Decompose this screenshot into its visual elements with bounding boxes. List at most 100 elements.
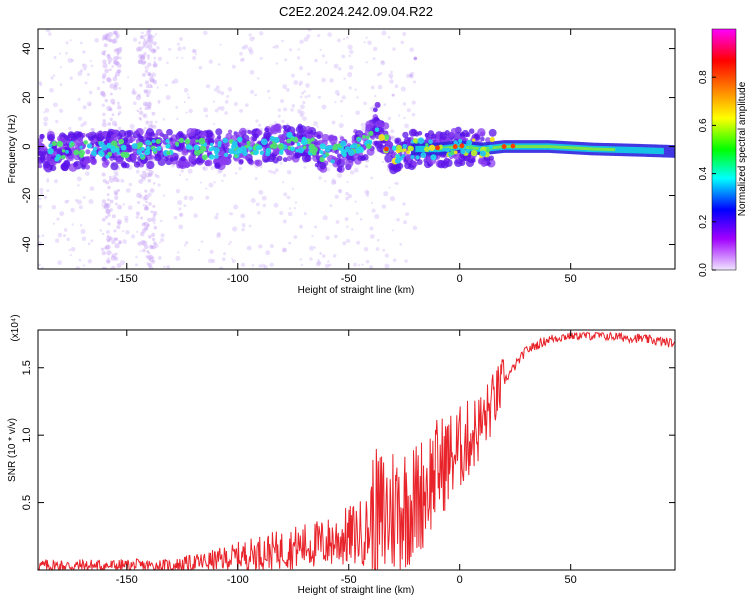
spectrogram-cell [209,249,214,254]
spectrogram-cell [131,154,138,161]
spectrogram-cell [205,195,210,200]
spectrogram-cell [272,171,277,175]
spectrogram-cell [390,135,394,139]
spectrogram-cell [282,219,287,224]
colorbar-gradient [711,28,737,271]
spectrogram-cell [228,212,231,215]
spectrogram-cell [146,262,150,266]
spectrogram-cell [286,131,293,139]
spectrogram-cell [116,133,123,139]
spectrogram-cell [140,54,145,59]
spectrogram-cell [82,264,86,267]
spectrogram-cell [46,189,50,193]
spectrogram-cell [239,51,243,56]
spectrogram-cell [357,264,361,267]
spectrogram-cell [94,37,100,43]
spectrogram-cell [334,100,337,104]
y-tick-label: -40 [21,237,33,253]
spectrogram-cell [302,145,307,150]
spectrogram-cell [381,122,390,130]
spectrogram-cell [256,77,260,80]
spectrogram-cell [356,96,359,99]
spectrogram-cell [219,156,228,165]
spectrogram-cell [291,187,295,190]
spectrogram-cell [217,63,221,66]
spectrogram-cell [309,245,315,251]
spectrogram-cell [130,234,136,239]
spectrogram-cell [147,57,150,60]
spectrogram-cell [125,188,131,193]
spectrogram-cell [83,140,88,145]
spectrogram-cell [228,242,231,246]
spectrogram-cell [212,100,216,103]
spectrogram-cell [103,203,109,209]
spectrogram-cell [353,262,358,267]
spectrogram-cell [489,137,495,143]
spectrogram-cell [154,173,158,178]
spectrogram-cell [104,35,109,41]
spectrogram-cell [147,72,151,76]
spectrogram-cell [144,206,150,211]
spectrogram-cell [147,104,152,109]
spectrogram-cell [42,146,48,152]
spectrogram-cell [144,80,150,85]
spectrogram-cell [143,206,148,211]
spectrogram-cell [342,37,346,41]
spectrogram-cell [486,161,491,166]
spectrogram-cell [229,240,232,244]
spectrogram-cell [143,52,147,56]
spectrogram-cell [150,210,154,214]
spectrogram-cell [327,260,330,263]
spectrogram-cell [39,191,44,196]
spectrogram-cell [112,175,117,180]
spectrogram-cell [147,62,152,67]
spectrogram-cell [269,244,274,249]
spectrogram-cell [149,76,155,83]
spectrogram-cell [176,56,179,59]
spectrogram-cell [272,45,276,49]
spectrogram-cell [510,143,516,149]
spectrogram-cell [70,142,75,147]
spectrogram-cell [101,217,106,222]
spectrogram-cell [338,189,343,194]
spectrogram-cell [82,63,88,69]
spectrogram-cell [211,258,216,264]
spectrogram-cell [106,77,112,83]
spectrogram-cell [177,46,182,52]
spectrogram-cell [118,111,122,115]
spectrogram-cell [231,140,238,147]
spectrogram-cell [142,204,145,207]
spectrogram-cell [115,48,120,52]
spectrogram-cell [391,93,395,97]
snr-x-ticks: -150 -100 -50 0 50 [116,330,577,586]
spectrogram-cell [109,117,113,121]
spectrogram-cell [138,179,144,184]
spectrogram-cell [329,164,332,167]
spectrogram-cell [147,163,153,168]
spectrogram-cell [289,48,293,52]
spectrogram-cell [247,158,254,165]
spectrogram-cell [191,48,196,54]
spectrogram-cell [282,248,287,253]
spectrogram-cell [193,128,201,136]
spectrogram-cell [152,35,156,38]
spectrogram-cell [145,40,150,45]
spectrogram-cell [88,132,93,137]
spectrogram-cell [113,190,118,195]
spectrogram-cell [105,203,109,207]
spectrogram-cell [188,108,193,114]
spectrogram-cell [153,225,158,230]
spectrogram-cell [68,248,72,252]
spectrogram-cell [366,143,372,150]
spectrogram-cell [470,157,476,163]
spectrogram-cell [106,250,112,256]
spectrogram-cell [101,250,106,256]
spectrogram-cell [141,174,147,180]
spectrogram-cell [412,225,418,231]
spectrogram-cell [145,255,149,259]
spectrogram-cell [84,81,88,85]
y-tick-label: 1.5 [21,360,33,375]
spectrogram-cell [304,95,308,99]
spectrogram-cell [114,75,118,78]
spectrogram-cell [229,212,234,216]
